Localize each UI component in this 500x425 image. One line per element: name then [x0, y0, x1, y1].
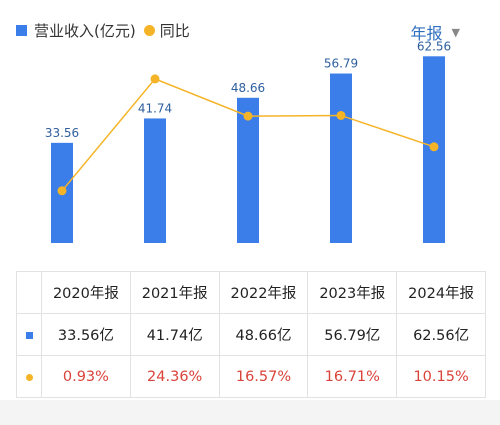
table-cell: 16.57%: [218, 355, 309, 398]
yoy-point: [150, 74, 160, 84]
yoy-point: [57, 186, 67, 196]
chevron-down-icon: ▼: [451, 25, 460, 39]
table-cell: 41.74亿: [129, 313, 220, 356]
revenue-row-marker: [16, 313, 42, 356]
revenue-bar: [237, 97, 259, 244]
table-header-cell: 2022年报: [218, 271, 309, 314]
footer-band: [0, 400, 500, 425]
table-cell: 62.56亿: [396, 313, 486, 356]
table-cell: 16.71%: [307, 355, 398, 398]
yoy-point: [336, 110, 346, 120]
yoy-dot-icon: [25, 373, 33, 381]
yoy-point: [429, 142, 439, 152]
bar-value-label: 48.66: [231, 81, 265, 95]
table-corner-cell: [16, 271, 42, 314]
yoy-legend-label: 同比: [159, 22, 190, 40]
table-header-cell: 2023年报: [307, 271, 398, 314]
table-row-yoy: 0.93% 24.36% 16.57% 16.71% 10.15%: [16, 355, 486, 398]
revenue-bar: [330, 73, 352, 244]
yoy-row-marker: [16, 355, 42, 398]
table-cell: 48.66亿: [218, 313, 309, 356]
data-table: 2020年报 2021年报 2022年报 2023年报 2024年报 33.56…: [16, 271, 486, 398]
bar-value-label: 62.56: [417, 39, 451, 53]
table-header-row: 2020年报 2021年报 2022年报 2023年报 2024年报: [16, 271, 486, 314]
table-cell: 0.93%: [41, 355, 131, 398]
bar-value-label: 41.74: [138, 101, 172, 115]
bar-value-label: 33.56: [45, 126, 79, 140]
revenue-legend-label: 营业收入(亿元): [34, 22, 136, 40]
table-cell: 24.36%: [129, 355, 220, 398]
revenue-legend-swatch: [16, 25, 27, 36]
table-row-revenue: 33.56亿 41.74亿 48.66亿 56.79亿 62.56亿: [16, 313, 486, 356]
table-cell: 33.56亿: [41, 313, 131, 356]
period-selector[interactable]: 年报 ▼: [411, 20, 460, 44]
table-header-cell: 2020年报: [41, 271, 131, 314]
table-cell: 10.15%: [396, 355, 486, 398]
revenue-bar: [144, 118, 166, 243]
chart-legend: 营业收入(亿元) 同比: [16, 20, 190, 41]
revenue-chart: 33.56 41.74 48.66 56.79 62.56: [45, 39, 451, 244]
revenue-square-icon: [25, 331, 33, 339]
bar-value-label: 56.79: [324, 57, 358, 71]
table-header-cell: 2021年报: [129, 271, 220, 314]
yoy-legend-swatch: [143, 25, 155, 36]
yoy-point: [243, 111, 253, 121]
period-selector-label: 年报: [410, 24, 443, 43]
table-cell: 56.79亿: [307, 313, 398, 356]
table-header-cell: 2024年报: [396, 271, 486, 314]
